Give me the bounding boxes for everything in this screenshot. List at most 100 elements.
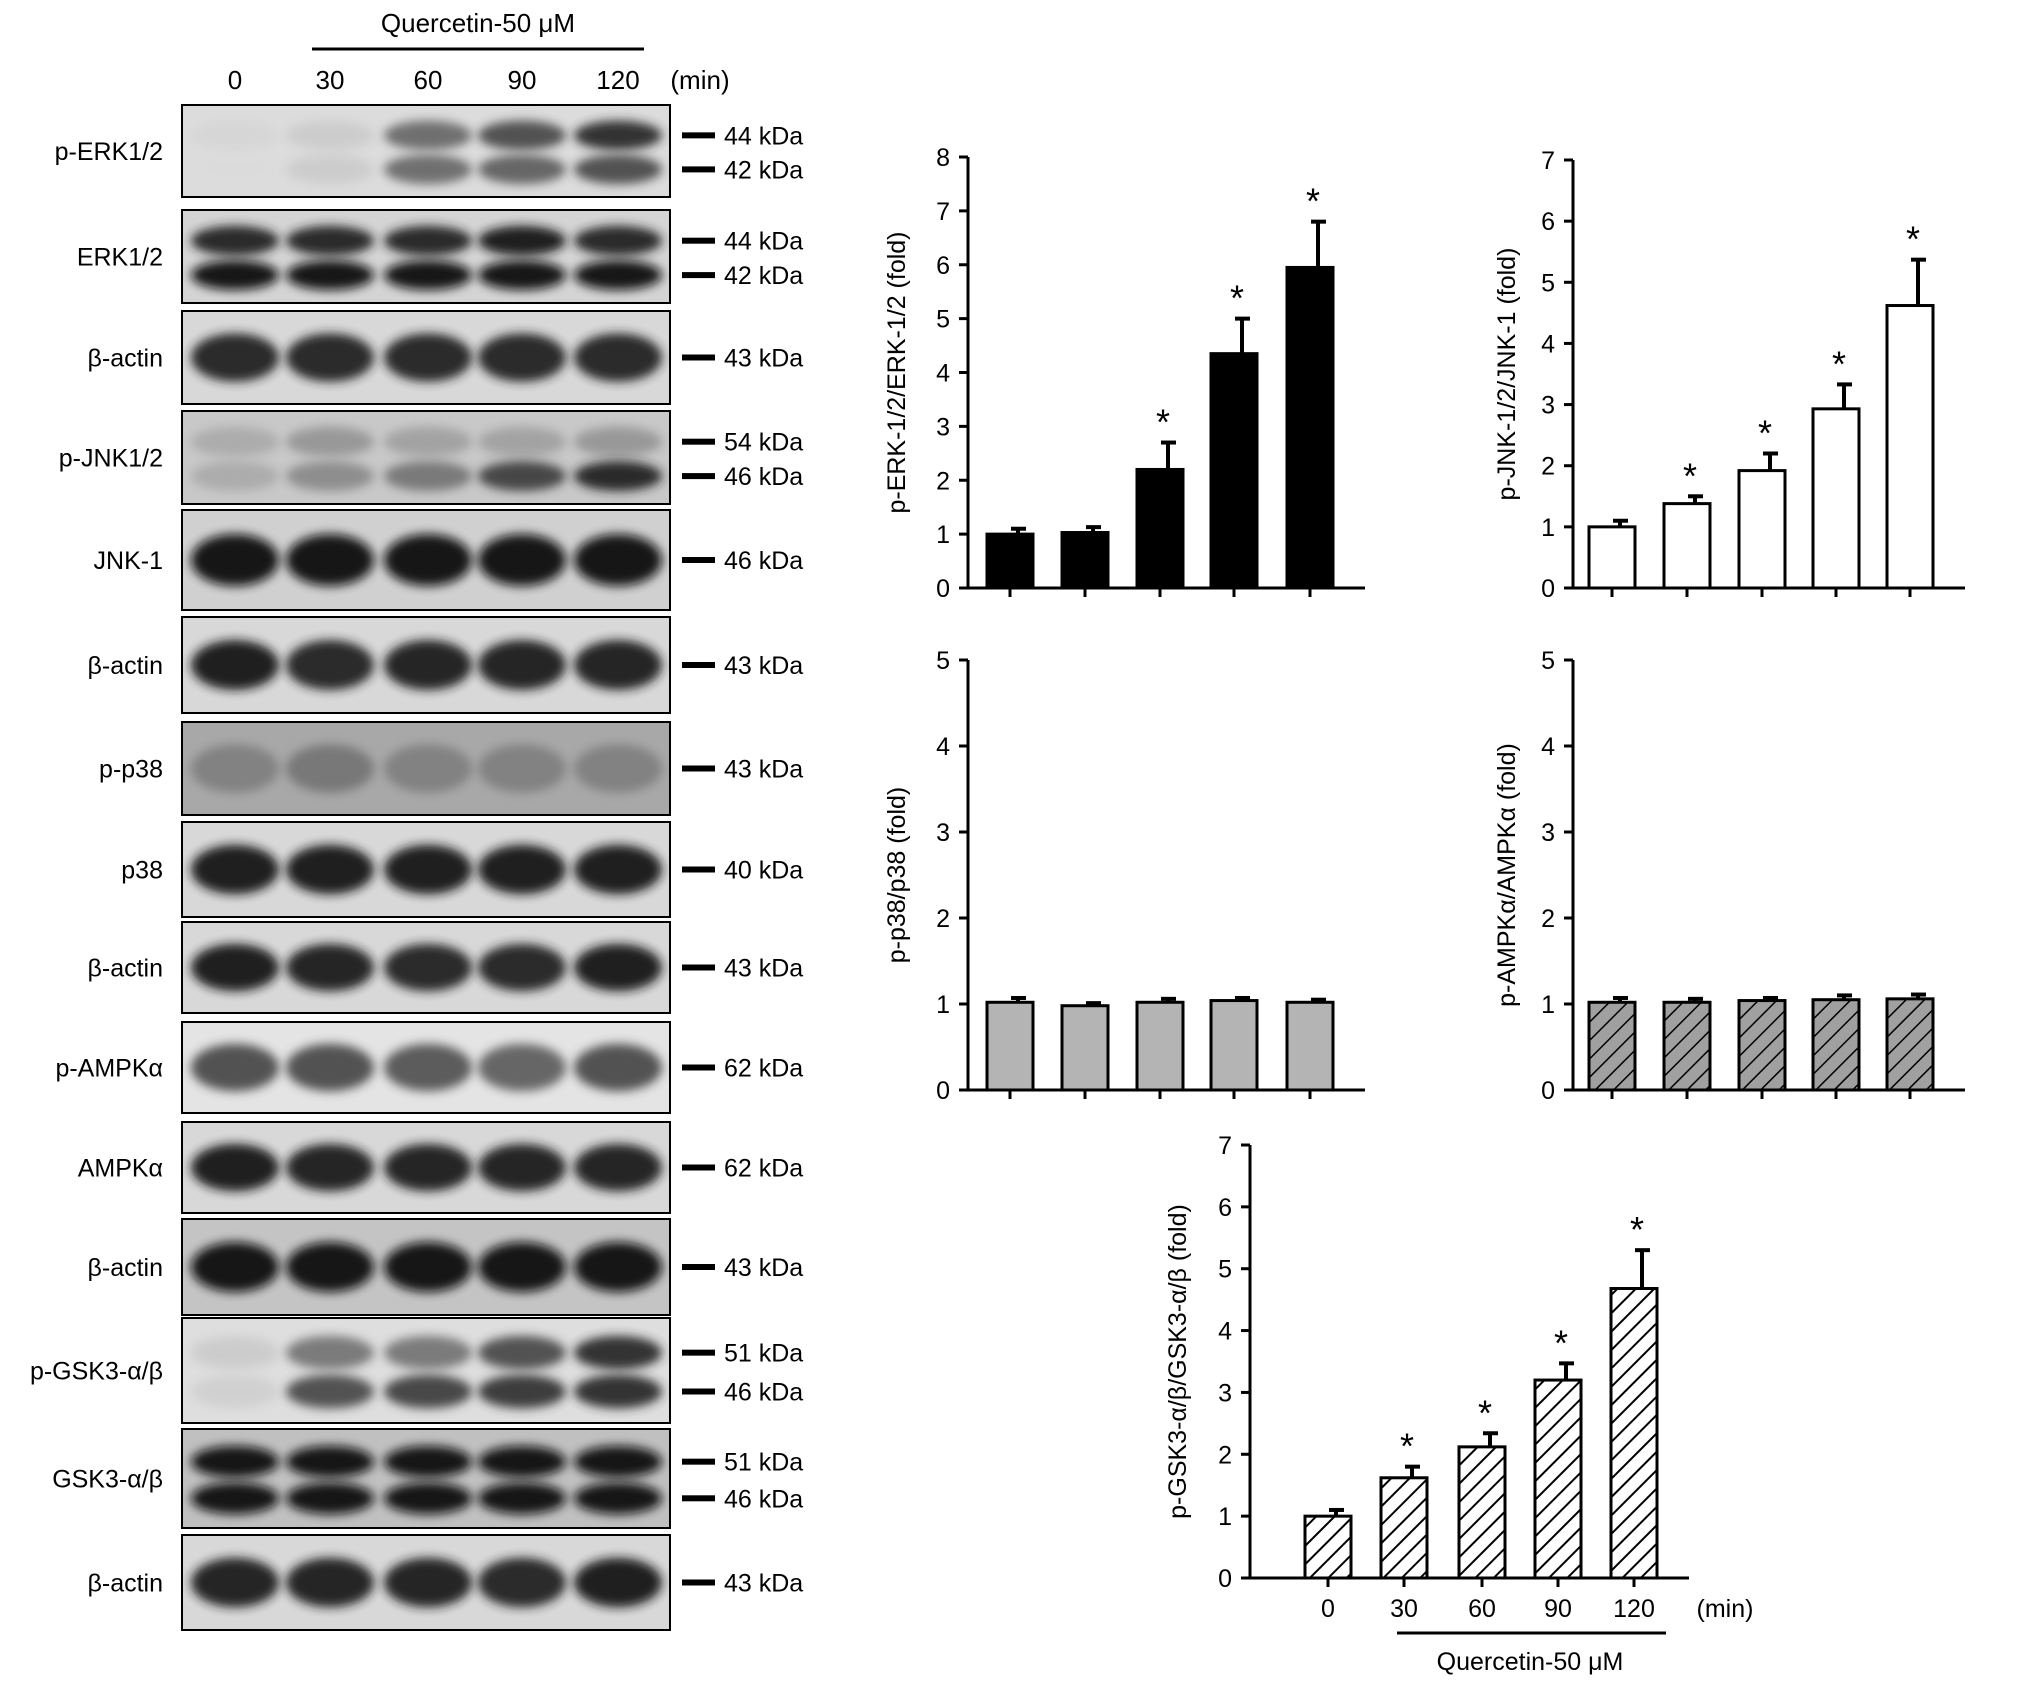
blot-frame [181, 821, 671, 918]
blot-band [286, 534, 374, 586]
blot-band [478, 1374, 566, 1409]
blot-band [574, 844, 662, 895]
significance-asterisk: * [1230, 278, 1244, 319]
blot-label: p-AMPKα [55, 1055, 163, 1083]
marker-label: 46 kDa [724, 547, 803, 575]
blot-band [286, 1374, 374, 1409]
y-tick-label: 3 [936, 819, 950, 847]
x-tick-label: 120 [1613, 1595, 1655, 1623]
y-tick-label: 2 [1541, 453, 1555, 481]
blot-label: p-JNK1/2 [59, 445, 163, 473]
blot-header: Quercetin-50 μM 0 30 60 90 120 (min) [228, 8, 730, 95]
blot-band [478, 744, 566, 793]
time-label-90: 90 [508, 65, 537, 95]
blot-panel: p-p38 43 kDa [99, 721, 803, 816]
blot-band [384, 333, 472, 382]
blot-band [191, 534, 279, 586]
significance-asterisk: * [1630, 1209, 1644, 1250]
blot-band [191, 120, 279, 151]
marker-tick [682, 1164, 715, 1171]
y-tick-label: 2 [936, 467, 950, 495]
marker-tick [682, 1064, 715, 1071]
blot-panel: GSK3-α/β 51 kDa 46 kDa [52, 1428, 803, 1529]
blot-frame [181, 209, 671, 304]
bar [1587, 525, 1637, 590]
blot-band [574, 1557, 662, 1608]
bar-chart: 0 1 2 3 4 5 p-AMPKα/AMPKα (fold) [1493, 647, 1965, 1105]
blot-band [191, 640, 279, 690]
blot-band [286, 744, 374, 793]
blot-panel: β-actin 43 kDa [87, 1534, 803, 1631]
blot-band [574, 154, 662, 185]
bar [1060, 531, 1110, 590]
y-axis-label: p-GSK3-α/β/GSK3-α/β (fold) [1164, 1204, 1192, 1519]
blot-label: ERK1/2 [77, 244, 163, 272]
blot-band [574, 943, 662, 992]
blot-band [478, 260, 566, 290]
bar [985, 1000, 1035, 1092]
blot-band [384, 640, 472, 690]
blot-label: β-actin [87, 345, 163, 373]
blot-band [191, 1335, 279, 1370]
blot-band [286, 640, 374, 690]
blot-band [574, 1374, 662, 1409]
bar [1135, 467, 1185, 590]
bar-chart: 0 1 2 3 4 5 6 7 p-GSK3-α/β/GSK3-α/β (fold) * * * * 0 3… [1164, 1132, 1753, 1676]
blot-label: β-actin [87, 1254, 163, 1282]
y-tick-label: 2 [1218, 1441, 1232, 1469]
y-tick-label: 4 [936, 733, 950, 761]
blot-frame [181, 721, 671, 816]
significance-asterisk: * [1400, 1426, 1414, 1467]
blot-band [574, 461, 662, 491]
y-tick-label: 6 [936, 252, 950, 280]
blot-band [478, 943, 566, 992]
marker-tick [682, 1349, 715, 1356]
blot-band [478, 1242, 566, 1292]
blot-band [191, 260, 279, 290]
bar [1285, 1000, 1335, 1092]
y-tick-label: 4 [1541, 733, 1555, 761]
blot-band [191, 1557, 279, 1608]
y-axis-label: p-ERK-1/2/ERK-1/2 (fold) [883, 231, 911, 513]
significance-asterisk: * [1156, 402, 1170, 443]
blot-label: β-actin [87, 955, 163, 983]
blot-band [286, 1043, 374, 1092]
blot-band [384, 1557, 472, 1608]
blot-band [478, 461, 566, 491]
y-tick-label: 4 [936, 360, 950, 388]
blot-label: β-actin [87, 1570, 163, 1598]
bar [1457, 1445, 1507, 1580]
bar-chart: 0 1 2 3 4 5 6 7 8 p-ERK-1/2/ERK-1/2 (fold) * * * [883, 144, 1365, 603]
blot-panel: p38 40 kDa [121, 821, 803, 918]
y-tick-label: 5 [1541, 269, 1555, 297]
marker-label: 42 kDa [724, 262, 803, 290]
blot-band [191, 426, 279, 457]
blot-band [286, 120, 374, 151]
marker-label: 43 kDa [724, 1570, 803, 1598]
y-tick-label: 3 [1541, 392, 1555, 420]
y-tick-label: 0 [1541, 1077, 1555, 1105]
marker-tick [682, 237, 715, 244]
blot-band [478, 1143, 566, 1192]
blot-frame [181, 310, 671, 405]
blot-band [286, 426, 374, 457]
blot-band [478, 154, 566, 185]
blot-band [286, 333, 374, 382]
marker-tick [682, 1264, 715, 1270]
bar [1885, 997, 1935, 1092]
bar [1379, 1476, 1429, 1580]
marker-tick [682, 662, 715, 668]
marker-label: 42 kDa [724, 156, 803, 184]
blot-band [286, 1143, 374, 1192]
marker-label: 40 kDa [724, 857, 803, 885]
marker-label: 44 kDa [724, 228, 803, 256]
blot-band [286, 1335, 374, 1370]
y-tick-label: 0 [936, 1077, 950, 1105]
y-tick-label: 1 [1541, 991, 1555, 1019]
bar [1209, 352, 1259, 590]
y-tick-label: 1 [1218, 1503, 1232, 1531]
marker-label: 54 kDa [724, 429, 803, 457]
blot-band [191, 1143, 279, 1192]
time-label-30: 30 [316, 65, 345, 95]
